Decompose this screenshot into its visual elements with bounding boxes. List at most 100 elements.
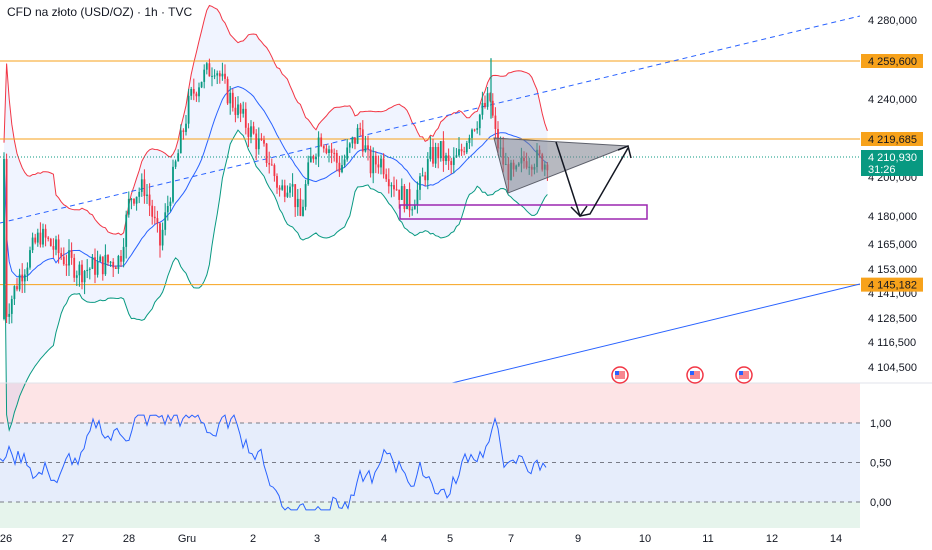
candle [445, 155, 447, 162]
countdown-label: 31:26 [868, 164, 896, 176]
candle [10, 299, 13, 314]
candle [148, 194, 151, 206]
candle [281, 185, 284, 190]
candle [413, 205, 416, 210]
candle [494, 115, 497, 129]
us-flag-event-icon [739, 371, 743, 375]
candle [174, 161, 177, 167]
arrow-head-up [617, 144, 632, 159]
drawings [399, 137, 648, 220]
candle [458, 149, 460, 156]
candle [190, 88, 193, 96]
candle [195, 93, 198, 97]
candle [182, 130, 185, 132]
candle [68, 250, 70, 266]
candle [216, 73, 219, 76]
time-tick-label: 26 [0, 533, 12, 545]
candle [380, 158, 382, 168]
price-tick-label: 4 128,500 [868, 313, 917, 325]
candle [325, 148, 328, 154]
candle [47, 237, 50, 239]
time-tick-label: 3 [314, 533, 320, 545]
event-markers [611, 366, 753, 384]
candle [73, 257, 76, 278]
candle [286, 192, 289, 197]
price-tick-label: 4 116,500 [868, 337, 916, 349]
candle [359, 127, 362, 130]
candle [270, 164, 273, 166]
candle [229, 92, 232, 104]
candle [374, 155, 377, 165]
candle [387, 179, 390, 187]
candle [169, 201, 172, 207]
candle [138, 191, 141, 197]
oversold-zone [0, 502, 860, 528]
candle [23, 274, 26, 282]
candle [390, 185, 393, 187]
candle [104, 254, 107, 275]
candle [78, 264, 81, 276]
osc-tick-label: 1,00 [870, 418, 891, 430]
candle [455, 155, 458, 158]
candle [203, 69, 206, 82]
candle [70, 250, 73, 258]
candle [21, 274, 24, 282]
time-tick-label: 9 [575, 533, 581, 545]
candle [247, 127, 250, 137]
candle [341, 165, 343, 173]
candle [252, 126, 255, 134]
time-tick-label: 7 [508, 533, 514, 545]
candle [213, 75, 216, 77]
candle [460, 149, 463, 152]
candle [231, 92, 234, 108]
candle [8, 313, 11, 317]
candle [34, 237, 37, 243]
candle [179, 130, 182, 154]
candle [177, 153, 180, 162]
candle [96, 261, 99, 275]
time-tick-label: 28 [123, 533, 135, 545]
candle [426, 159, 429, 181]
candle [133, 198, 135, 204]
candle [289, 186, 291, 193]
candle [250, 126, 252, 137]
candle [330, 149, 333, 153]
candle [153, 216, 156, 219]
candle [406, 189, 408, 210]
candle [364, 145, 367, 152]
arrow-head-down [570, 205, 588, 218]
candle [205, 63, 208, 70]
candle [424, 175, 427, 181]
rising-trendline [451, 283, 861, 384]
candle [192, 88, 195, 94]
candle [369, 149, 372, 174]
candle [463, 151, 466, 153]
candle [16, 286, 18, 290]
candle [421, 175, 424, 177]
candle [211, 75, 213, 77]
candle [265, 143, 268, 164]
candle [315, 156, 317, 160]
candle [237, 104, 239, 115]
candle [442, 141, 445, 162]
candle [94, 257, 96, 275]
oscillator-line [0, 413, 547, 511]
candle [109, 261, 112, 263]
candle [5, 158, 8, 317]
candle [257, 138, 260, 150]
candle [478, 114, 481, 129]
candle [42, 228, 44, 245]
candle [338, 162, 341, 173]
candle [234, 107, 237, 115]
candle [62, 256, 65, 265]
candle [161, 229, 164, 246]
candle [114, 267, 117, 269]
candle [242, 108, 245, 114]
candle [346, 147, 349, 160]
candle [309, 156, 312, 163]
oscillator-background [0, 383, 860, 528]
candle [101, 256, 104, 275]
osc-tick-label: 0,50 [870, 458, 891, 470]
us-flag-event-icon [690, 371, 700, 379]
